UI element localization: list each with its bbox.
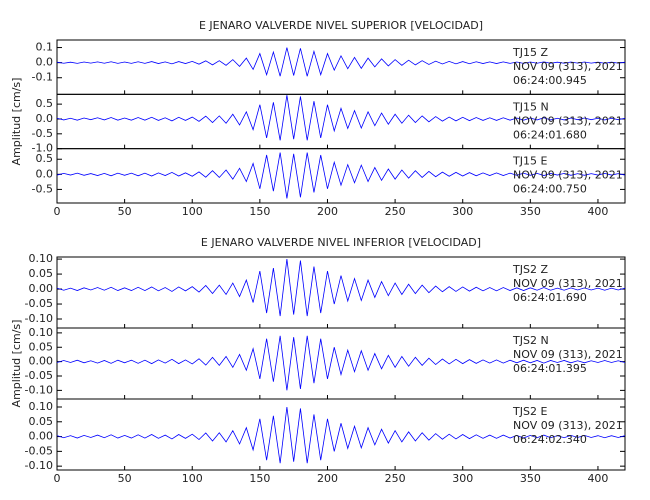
trace-annotation: NOV 09 (313), 2021: [513, 114, 623, 127]
trace-annotation: NOV 09 (313), 2021: [513, 419, 623, 432]
x-tick-label: 350: [520, 472, 541, 485]
trace-label: TJ15 N: [512, 100, 549, 113]
trace-label: TJS2 N: [512, 334, 549, 347]
trace-label: TJS2 Z: [512, 263, 548, 276]
y-tick-label: -0.10: [25, 312, 53, 325]
chart-title: E JENARO VALVERDE NIVEL INFERIOR [VELOCI…: [201, 236, 481, 249]
x-tick-label: 100: [182, 205, 203, 218]
y-tick-label: 0.10: [29, 400, 54, 413]
x-tick-label: 50: [118, 205, 132, 218]
x-tick-label: 250: [385, 205, 406, 218]
x-tick-label: 0: [54, 472, 61, 485]
trace-label: TJ15 Z: [512, 46, 548, 59]
subplot-frame: [56, 398, 626, 471]
y-axis-label: Amplitud [cm/s]: [10, 78, 23, 166]
y-tick-label: -0.5: [32, 127, 53, 140]
waveform: [56, 95, 626, 141]
y-tick-label: 0.00: [29, 355, 54, 368]
y-tick-label: 0.1: [36, 41, 54, 54]
trace-annotation: NOV 09 (313), 2021: [513, 348, 623, 361]
subplot-frame: [56, 148, 626, 204]
x-tick-label: 250: [385, 472, 406, 485]
y-tick-label: 0.00: [29, 282, 54, 295]
trace-annotation: 06:24:00.750: [513, 183, 587, 196]
trace-annotation: NOV 09 (313), 2021: [513, 60, 623, 73]
y-tick-label: 0.0: [36, 167, 54, 180]
y-tick-label: 0.05: [29, 415, 54, 428]
y-tick-label: 0.10: [29, 326, 54, 339]
y-tick-label: 0.0: [36, 56, 54, 69]
waveform: [56, 47, 626, 77]
x-tick-label: 150: [249, 472, 270, 485]
trace-label: TJ15 E: [512, 155, 547, 168]
y-tick-label: -0.05: [25, 297, 53, 310]
y-tick-label: 0.05: [29, 340, 54, 353]
waveform: [56, 406, 626, 464]
trace-annotation: 06:24:02.340: [513, 433, 587, 446]
y-tick-label: -0.05: [25, 444, 53, 457]
x-tick-label: 200: [317, 205, 338, 218]
trace-annotation: 06:24:01.690: [513, 291, 587, 304]
y-tick-label: -1.0: [32, 142, 53, 155]
x-tick-label: 350: [520, 205, 541, 218]
y-tick-label: -0.1: [32, 71, 53, 84]
trace-annotation: NOV 09 (313), 2021: [513, 169, 623, 182]
trace-annotation: NOV 09 (313), 2021: [513, 277, 623, 290]
trace-annotation: 06:24:00.945: [513, 74, 587, 87]
waveform: [56, 152, 626, 199]
x-tick-label: 50: [118, 472, 132, 485]
trace-annotation: 06:24:01.395: [513, 362, 587, 375]
chart-title: E JENARO VALVERDE NIVEL SUPERIOR [VELOCI…: [199, 19, 483, 32]
waveform: [56, 335, 626, 391]
y-tick-label: 0.05: [29, 267, 54, 280]
y-tick-label: 0.10: [29, 252, 54, 265]
trace-label: TJS2 E: [512, 405, 547, 418]
y-tick-label: -0.05: [25, 369, 53, 382]
waveform: [56, 259, 626, 317]
x-tick-label: 200: [317, 472, 338, 485]
y-tick-label: 0.0: [36, 112, 54, 125]
trace-annotation: 06:24:01.680: [513, 128, 587, 141]
x-tick-label: 300: [452, 205, 473, 218]
x-tick-label: 0: [54, 205, 61, 218]
x-tick-label: 400: [587, 205, 608, 218]
x-tick-label: 400: [587, 472, 608, 485]
x-tick-label: 100: [182, 472, 203, 485]
y-tick-label: 0.5: [36, 97, 54, 110]
x-tick-label: 300: [452, 472, 473, 485]
y-axis-label: Amplitud [cm/s]: [10, 320, 23, 408]
y-tick-label: 0.00: [29, 430, 54, 443]
y-tick-label: -0.10: [25, 459, 53, 472]
x-tick-label: 150: [249, 205, 270, 218]
y-tick-label: -0.10: [25, 383, 53, 396]
y-tick-label: -0.5: [32, 182, 53, 195]
y-tick-label: 0.5: [36, 152, 54, 165]
